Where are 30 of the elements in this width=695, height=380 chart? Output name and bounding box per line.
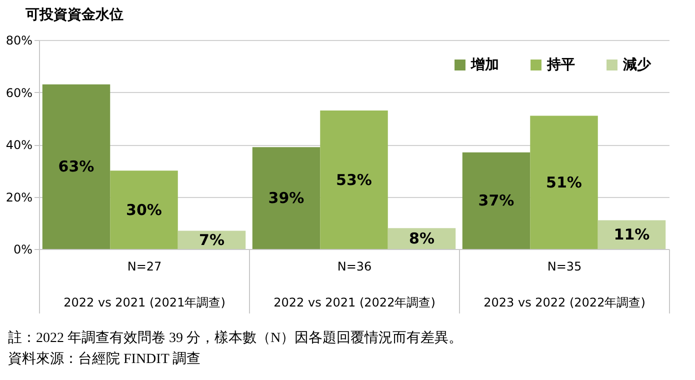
source-note: 資料來源：台經院 FINDIT 調查 (8, 350, 202, 369)
data-label: 30% (126, 200, 162, 219)
data-label: 37% (478, 192, 514, 210)
legend-label: 增加 (470, 57, 499, 73)
category-label: N=35 2023 vs 2022 (2022年調查) (484, 260, 646, 310)
bar (42, 84, 110, 249)
y-tick-label: 80% (6, 34, 32, 48)
legend-label: 減少 (622, 57, 652, 73)
bar (320, 110, 388, 249)
y-tick-label: 0% (13, 242, 32, 256)
legend-label: 持平 (546, 57, 575, 73)
data-label: 63% (58, 158, 94, 176)
data-label: 39% (268, 189, 304, 208)
data-label: 11% (614, 226, 650, 244)
bar (252, 147, 320, 249)
data-label: 51% (546, 173, 582, 192)
data-label: 53% (336, 170, 372, 189)
y-tick-label: 20% (6, 190, 32, 204)
category-label: N=27 2022 vs 2021 (2021年調查) (64, 260, 226, 310)
category-label: N=36 2022 vs 2021 (2022年調查) (274, 260, 436, 310)
bar (462, 152, 530, 249)
bar (178, 230, 246, 249)
y-tick-label: 60% (6, 86, 32, 100)
bar (530, 116, 598, 249)
data-label: 8% (409, 230, 434, 248)
y-tick-label: 40% (6, 138, 32, 152)
bar (110, 170, 178, 249)
chart-title: 可投資資金水位 (24, 7, 124, 23)
data-label: 7% (199, 230, 224, 249)
text: 註：2022 年調查有效問卷 39 分，樣本數（N）因各題回覆情況而有差異。 (8, 329, 463, 348)
